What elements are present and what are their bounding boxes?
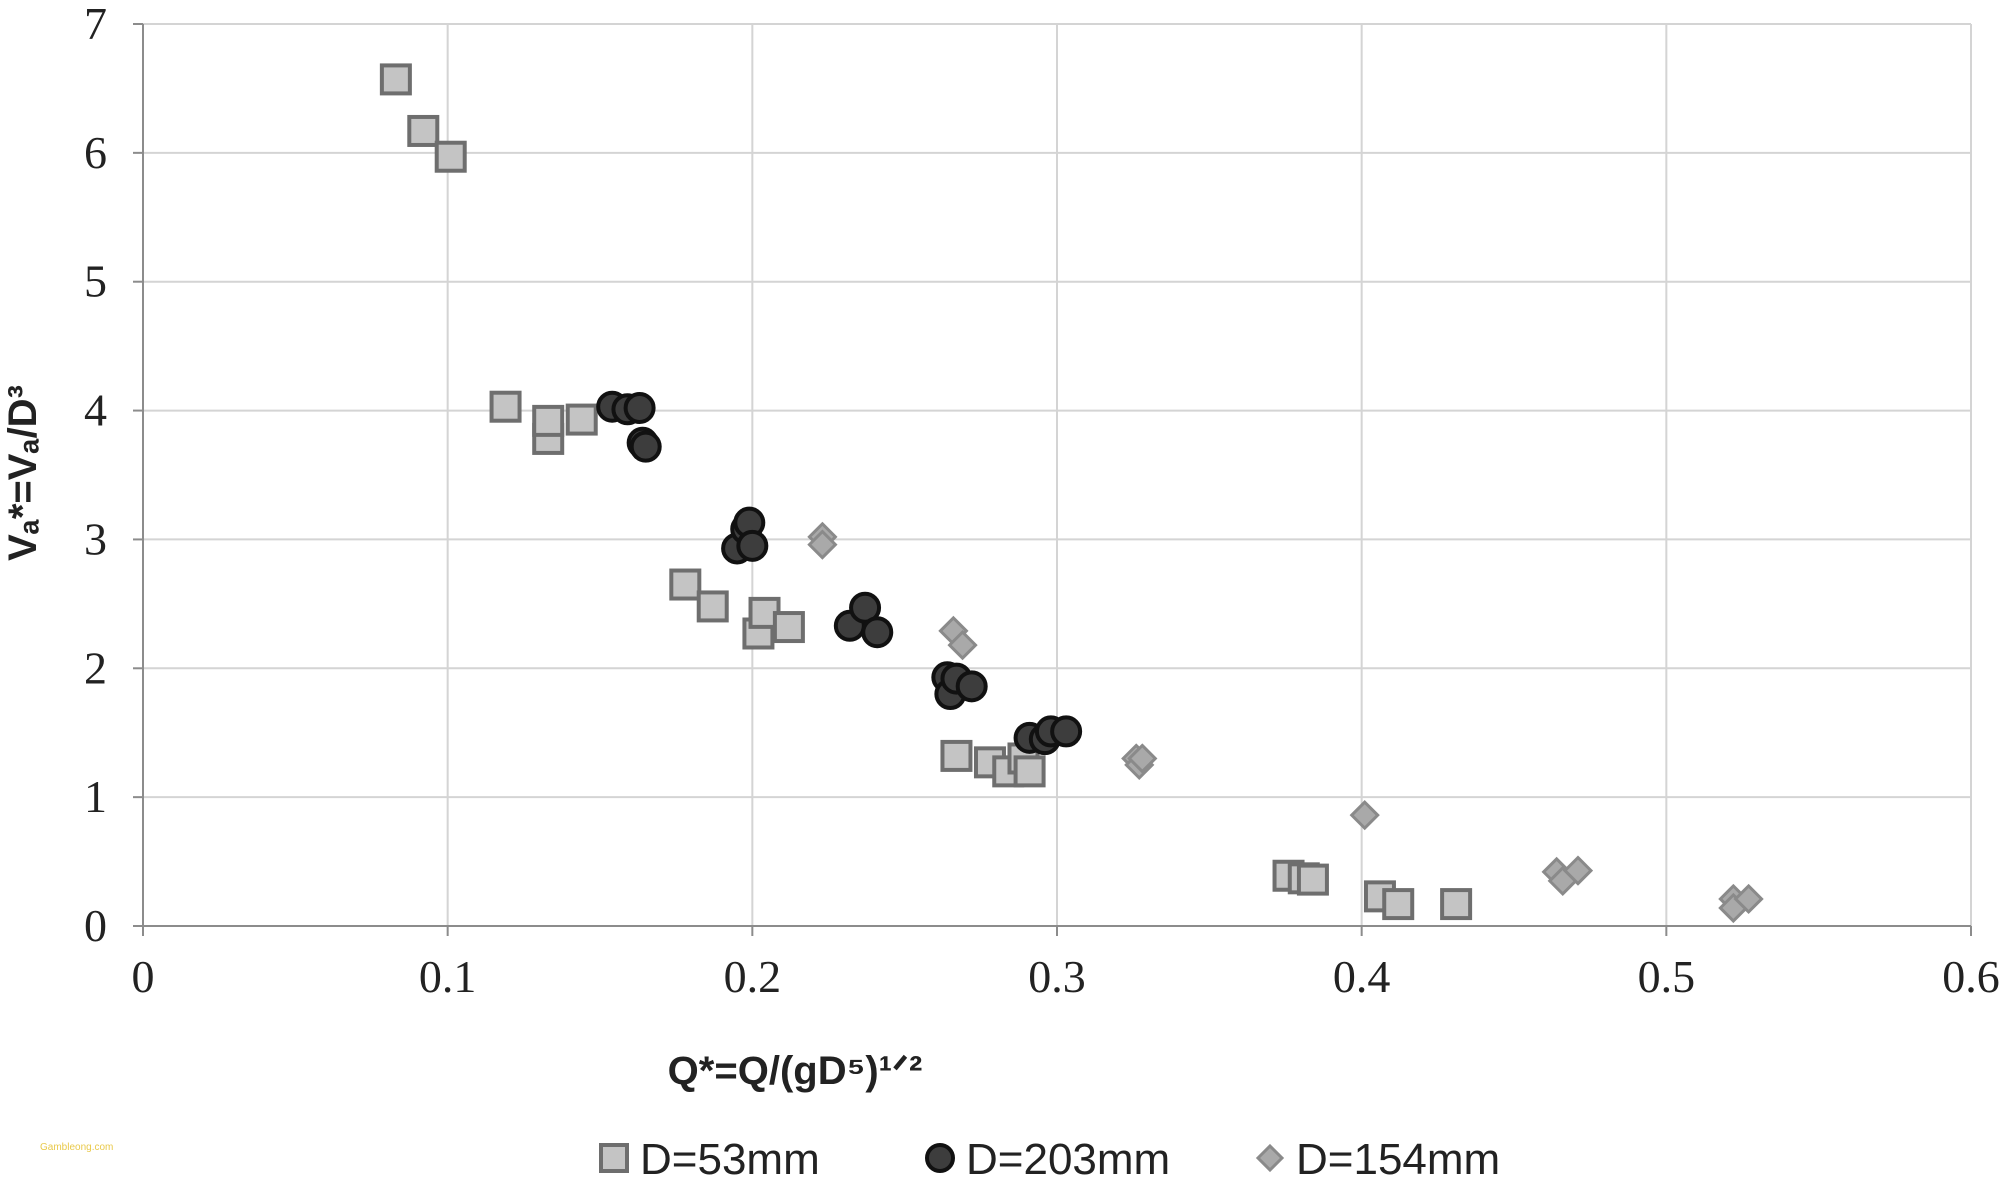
y-tick-label: 2 — [84, 642, 107, 693]
circle-data-point — [861, 616, 894, 649]
watermark-text: Gambleong.com — [40, 1142, 113, 1153]
x-tick-label: 0.6 — [1942, 951, 2000, 1002]
square-data-point — [434, 140, 467, 173]
tick-labels: 0 0.1 0.2 0.3 0.4 0.5 0.6 0 1 2 3 4 5 6 7 — [84, 0, 2000, 1002]
x-tick-label: 0.2 — [724, 951, 782, 1002]
x-tick-label: 0.1 — [419, 951, 477, 1002]
axes — [133, 23, 1972, 936]
circle-data-point — [955, 670, 988, 703]
square-data-point — [407, 114, 440, 147]
diamond-data-point — [1349, 800, 1380, 831]
x-tick-label: 0.5 — [1638, 951, 1696, 1002]
circle-data-point — [849, 591, 882, 624]
y-axis-title: Vₐ*=Vₐ/D³ — [1, 385, 45, 561]
y-tick-label: 1 — [84, 771, 107, 822]
square-data-point — [696, 590, 729, 623]
diamond-data-point — [1733, 883, 1764, 915]
legend-label: D=154mm — [1296, 1135, 1500, 1184]
square-data-point — [532, 404, 565, 437]
x-tick-label: 0.4 — [1333, 951, 1391, 1002]
y-tick-label: 3 — [84, 513, 107, 564]
square-data-point — [1296, 863, 1329, 896]
y-tick-label: 5 — [84, 256, 107, 307]
square-data-point — [772, 611, 805, 644]
grid — [142, 23, 1972, 927]
series-square — [379, 63, 1473, 921]
legend-label: D=53mm — [640, 1135, 820, 1184]
x-axis-title: Q*=Q/(gD⁵)¹ᐟ² — [668, 1049, 923, 1093]
y-tick-label: 4 — [84, 385, 107, 436]
diamond-data-point — [807, 529, 838, 560]
y-tick-label: 6 — [84, 127, 107, 178]
square-data-point — [1382, 888, 1415, 921]
legend: D=53mm D=203mm D=154mm — [599, 1135, 1500, 1184]
y-tick-label: 0 — [84, 900, 107, 951]
circle-data-point — [629, 430, 662, 463]
x-tick-label: 0.3 — [1028, 951, 1086, 1002]
circle-data-point — [623, 391, 656, 424]
square-data-point — [940, 739, 973, 772]
data-points — [379, 63, 1764, 924]
diamond-data-point — [1562, 855, 1594, 886]
circle-data-point — [736, 529, 769, 562]
legend-circle-marker — [925, 1143, 955, 1173]
y-axis-title-text: Vₐ*=Vₐ/D³ — [1, 385, 45, 561]
x-tick-label: 0 — [132, 951, 155, 1002]
legend-label: D=203mm — [966, 1135, 1170, 1184]
square-data-point — [1440, 888, 1473, 921]
square-data-point — [669, 568, 702, 601]
square-data-point — [379, 63, 412, 96]
series-diamond — [807, 521, 1764, 924]
y-tick-label: 7 — [84, 0, 107, 49]
legend-diamond-marker — [1255, 1143, 1285, 1173]
legend-square-marker — [599, 1143, 629, 1173]
diamond-data-point — [947, 629, 978, 661]
square-data-point — [565, 403, 598, 436]
circle-data-point — [1050, 715, 1083, 748]
square-data-point — [489, 390, 522, 423]
series-circle — [596, 390, 1083, 756]
diamond-data-point — [1127, 743, 1158, 774]
square-data-point — [1013, 755, 1046, 788]
